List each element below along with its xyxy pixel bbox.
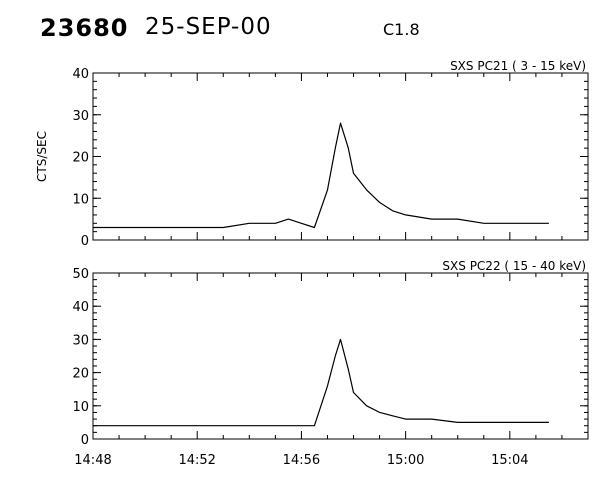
panel-1-title: SXS PC21 ( 3 - 15 keV)	[450, 59, 586, 73]
goes-class: C1.8	[383, 20, 420, 39]
panel-2-title: SXS PC22 ( 15 - 40 keV)	[442, 259, 586, 273]
panel-2-xtick-label: 14:56	[283, 453, 320, 468]
event-id: 23680	[40, 14, 129, 42]
panel-2-ytick-label: 10	[72, 400, 89, 415]
panel-1-ylabel: CTS/SEC	[35, 131, 49, 182]
panel-2-ytick-label: 40	[72, 300, 89, 315]
panel-2-xtick-label: 15:00	[387, 453, 424, 468]
panel-1-ytick-label: 20	[72, 151, 89, 166]
panel-2-xtick-label: 14:48	[74, 453, 111, 468]
panel-1-frame	[92, 72, 589, 241]
panel-1-ytick-label: 30	[72, 109, 89, 124]
panel-2-xtick-label: 14:52	[178, 453, 215, 468]
panel-2-series-0-trace	[93, 338, 549, 427]
panel-2-xtick-label: 15:04	[491, 453, 528, 468]
panel-2-ytick-label: 20	[72, 367, 89, 382]
panel-2-ytick-label: 0	[81, 433, 89, 448]
panel-1-ytick-label: 40	[72, 67, 89, 82]
event-date: 25-SEP-00	[145, 14, 272, 40]
panel-2-frame	[92, 272, 589, 440]
panel-2-ytick-label: 50	[72, 267, 89, 282]
panel-1-ytick-label: 10	[72, 192, 89, 207]
panel-2-ytick-label: 30	[72, 333, 89, 348]
panel-1-ytick-label: 0	[81, 234, 89, 249]
panel-1-series-0-trace	[93, 122, 549, 229]
